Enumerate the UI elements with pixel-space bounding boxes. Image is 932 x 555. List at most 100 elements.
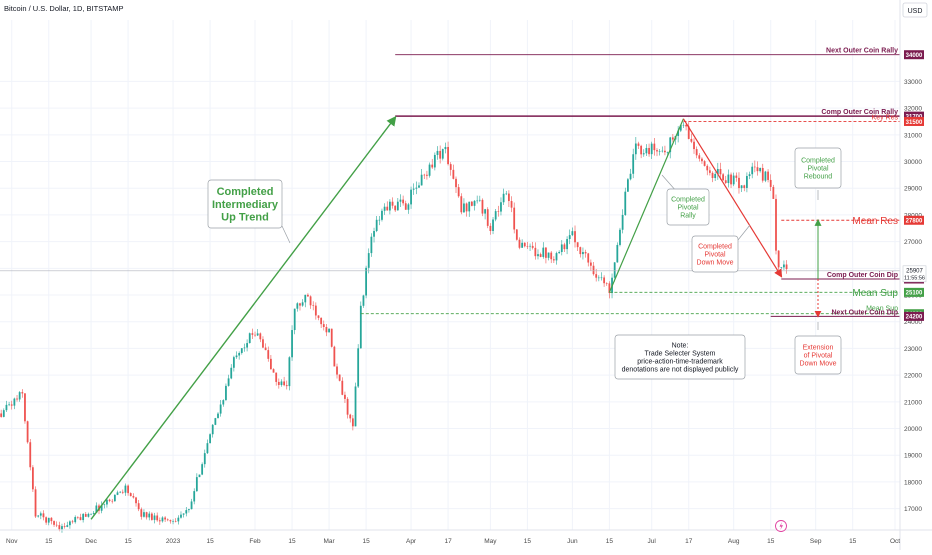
candle bbox=[389, 199, 391, 214]
candle bbox=[238, 351, 240, 359]
candle bbox=[241, 348, 243, 355]
candle bbox=[283, 377, 285, 386]
candle bbox=[376, 216, 378, 232]
candle bbox=[780, 267, 782, 273]
candle bbox=[373, 228, 375, 243]
price-badge-next-outer-coin-dip: 24200 bbox=[904, 312, 924, 321]
candle bbox=[698, 153, 700, 161]
candle bbox=[360, 301, 362, 348]
candle bbox=[294, 308, 296, 334]
level-label-comp-outer-coin-dip: Comp Outer Coin Dip bbox=[827, 272, 898, 279]
candle bbox=[127, 484, 129, 495]
candle bbox=[508, 190, 510, 207]
candle bbox=[339, 374, 341, 381]
candle bbox=[585, 250, 587, 258]
candle bbox=[413, 183, 415, 194]
candle bbox=[561, 240, 563, 255]
candle bbox=[236, 351, 238, 358]
candle bbox=[749, 172, 751, 179]
currency-button[interactable]: USD bbox=[903, 3, 927, 17]
price-badge-mean-sup: 25100 bbox=[904, 288, 924, 297]
candle bbox=[347, 397, 349, 418]
candle bbox=[299, 303, 301, 311]
candle bbox=[439, 145, 441, 163]
candle bbox=[220, 400, 222, 417]
candle bbox=[180, 511, 182, 518]
grid-lines bbox=[0, 20, 900, 530]
candle bbox=[727, 169, 729, 187]
candle bbox=[175, 518, 177, 522]
candle bbox=[598, 275, 600, 281]
candle bbox=[333, 346, 335, 367]
candle bbox=[527, 242, 529, 249]
candle bbox=[405, 201, 407, 210]
candle bbox=[302, 299, 304, 307]
candle bbox=[730, 172, 732, 187]
candle bbox=[717, 163, 719, 180]
candle bbox=[627, 178, 629, 192]
candle bbox=[479, 196, 481, 202]
annotation-extension: Extensionof PivotalDown Move bbox=[795, 336, 841, 374]
candle bbox=[315, 302, 317, 319]
candle bbox=[590, 259, 592, 270]
candle bbox=[82, 513, 84, 523]
annotation-text-line: Completed bbox=[671, 196, 705, 203]
candle bbox=[550, 251, 552, 263]
candle bbox=[529, 244, 531, 251]
candle bbox=[392, 197, 394, 208]
candle bbox=[421, 169, 423, 186]
candle bbox=[349, 414, 351, 423]
annotation-text-line: Extension bbox=[803, 344, 834, 351]
candle bbox=[53, 520, 55, 526]
candle bbox=[246, 339, 248, 351]
candle bbox=[66, 522, 68, 527]
time-tick-label: Aug bbox=[728, 538, 740, 545]
candle bbox=[312, 301, 314, 310]
svg-text:24200: 24200 bbox=[906, 315, 923, 321]
price-tick-label: 17000 bbox=[904, 506, 922, 513]
candle bbox=[474, 200, 476, 210]
candle bbox=[775, 194, 777, 254]
annotation-text-line: Rebound bbox=[804, 174, 833, 181]
candle bbox=[3, 408, 5, 417]
svg-text:25907: 25907 bbox=[906, 268, 923, 274]
time-tick-label: Mar bbox=[323, 538, 335, 545]
symbol-title: Bitcoin / U.S. Dollar, 1D, BITSTAMP bbox=[4, 4, 123, 13]
candle bbox=[701, 157, 703, 164]
candle bbox=[450, 162, 452, 176]
candle bbox=[37, 515, 39, 518]
candle bbox=[217, 412, 219, 418]
candle bbox=[196, 473, 198, 492]
candle bbox=[35, 486, 37, 518]
candle bbox=[355, 383, 357, 427]
candle bbox=[534, 242, 536, 259]
candle bbox=[225, 383, 227, 400]
candle bbox=[445, 143, 447, 154]
candle bbox=[278, 379, 280, 389]
candle bbox=[138, 500, 140, 511]
level-label-next-outer-coin-rally: Next Outer Coin Rally bbox=[826, 48, 898, 55]
candle bbox=[162, 516, 164, 522]
candle bbox=[170, 519, 172, 523]
candle bbox=[199, 475, 201, 478]
candle bbox=[564, 243, 566, 252]
candle bbox=[521, 239, 523, 248]
candle bbox=[164, 516, 166, 522]
intermediary-up-trend-arrow bbox=[91, 117, 395, 519]
time-tick-label: May bbox=[484, 538, 497, 545]
lightning-icon[interactable] bbox=[776, 521, 787, 532]
candle bbox=[13, 398, 15, 409]
candle bbox=[146, 512, 148, 520]
annotation-intermediary-up-trend: CompletedIntermediaryUp Trend bbox=[208, 180, 282, 228]
candle bbox=[16, 395, 18, 402]
candle bbox=[632, 149, 634, 178]
candle bbox=[664, 146, 666, 156]
time-tick-label: Oct bbox=[890, 538, 900, 545]
candle bbox=[513, 203, 515, 234]
time-tick-label: 15 bbox=[206, 538, 214, 545]
price-tick-label: 31000 bbox=[904, 132, 922, 139]
candle bbox=[772, 185, 774, 199]
candle bbox=[402, 196, 404, 206]
svg-text:31500: 31500 bbox=[906, 120, 923, 126]
